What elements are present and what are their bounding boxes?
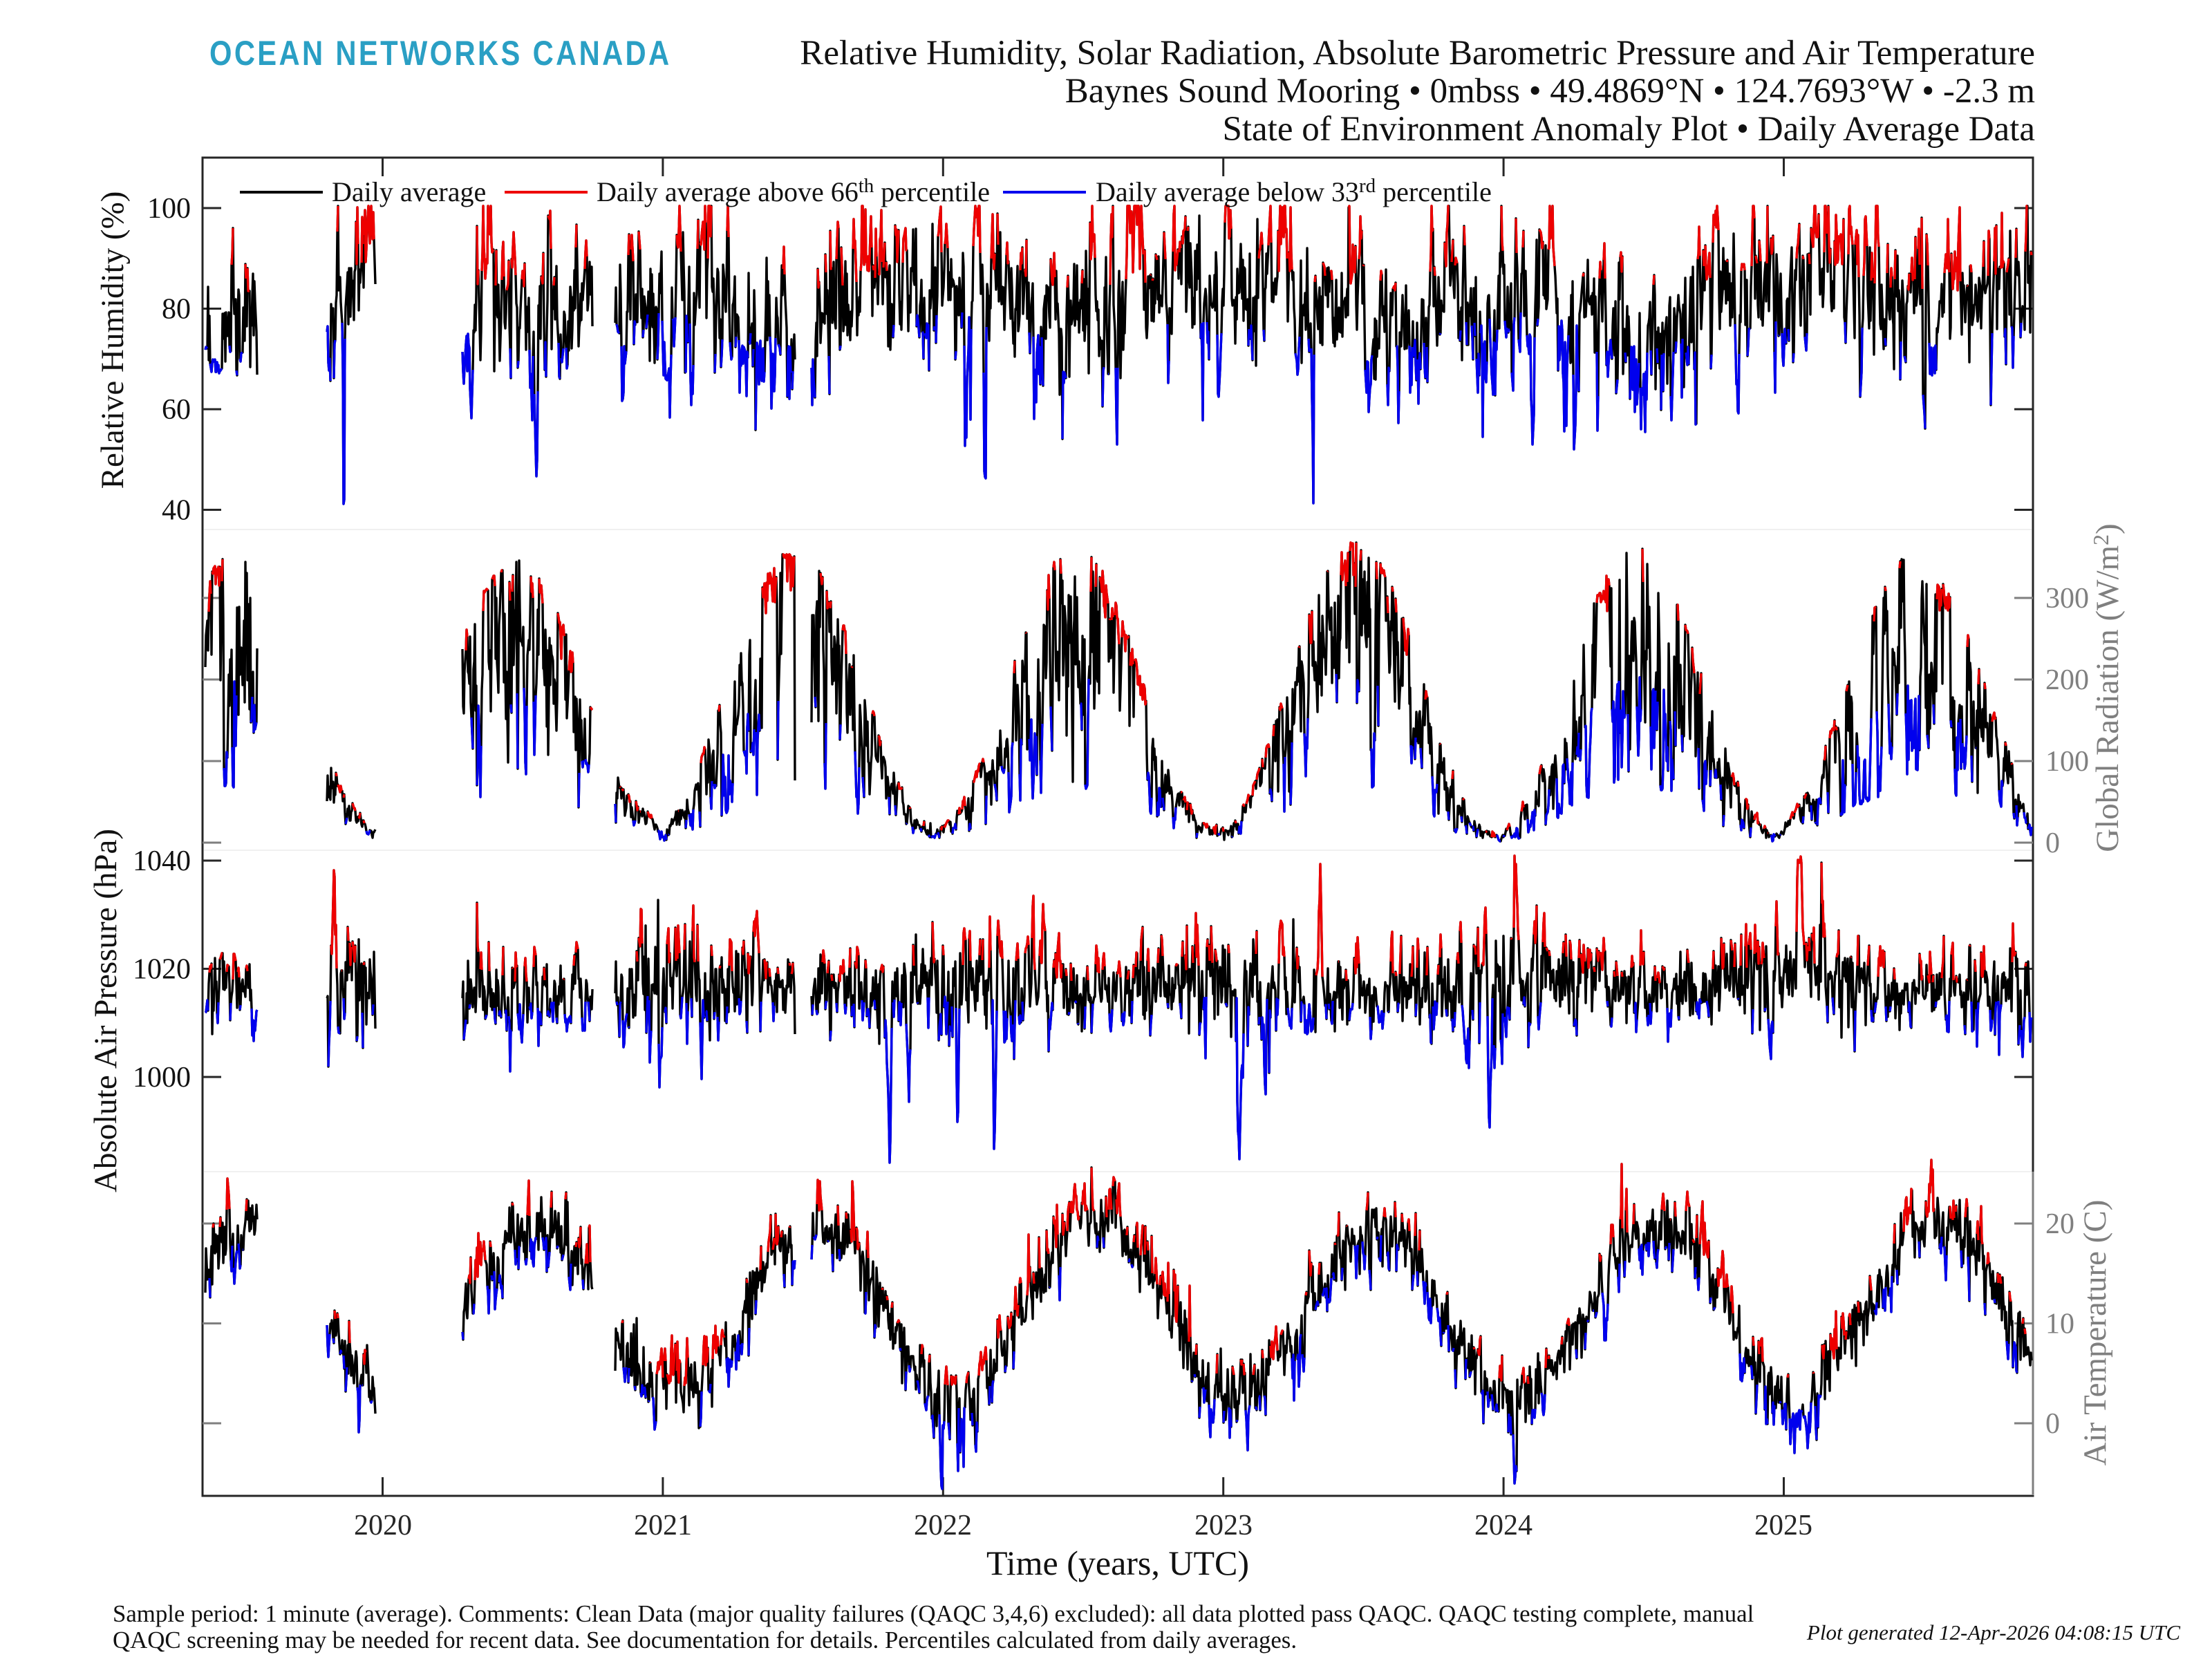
svg-text:Air Temperature (C): Air Temperature (C) (2077, 1200, 2113, 1466)
svg-text:10: 10 (2045, 1309, 2074, 1340)
svg-text:Daily average above 66th perce: Daily average above 66th percentile (597, 175, 990, 207)
svg-text:100: 100 (2045, 746, 2089, 778)
svg-text:60: 60 (162, 394, 191, 426)
svg-text:Time (years, UTC): Time (years, UTC) (986, 1544, 1249, 1582)
svg-text:1020: 1020 (133, 954, 191, 986)
svg-text:2020: 2020 (354, 1510, 412, 1541)
svg-text:Global Radiation (W/m2): Global Radiation (W/m2) (2088, 523, 2126, 852)
svg-text:0: 0 (2045, 1408, 2060, 1440)
svg-text:2023: 2023 (1194, 1510, 1253, 1541)
svg-text:200: 200 (2045, 664, 2089, 696)
svg-text:1000: 1000 (133, 1062, 191, 1094)
svg-text:40: 40 (162, 495, 191, 527)
svg-text:2022: 2022 (914, 1510, 972, 1541)
svg-text:Daily average below 33rd perce: Daily average below 33rd percentile (1096, 175, 1492, 207)
svg-text:100: 100 (147, 193, 191, 225)
svg-text:0: 0 (2045, 827, 2060, 859)
svg-text:80: 80 (162, 294, 191, 326)
svg-text:20: 20 (2045, 1208, 2074, 1240)
svg-text:300: 300 (2045, 583, 2089, 615)
svg-text:2024: 2024 (1474, 1510, 1533, 1541)
svg-text:1040: 1040 (133, 845, 191, 877)
svg-text:2021: 2021 (634, 1510, 692, 1541)
svg-text:Absolute Air Pressure (hPa): Absolute Air Pressure (hPa) (88, 829, 124, 1192)
svg-text:Relative Humidity (%): Relative Humidity (%) (95, 191, 131, 489)
svg-text:2025: 2025 (1754, 1510, 1812, 1541)
svg-text:Daily average: Daily average (332, 176, 486, 207)
